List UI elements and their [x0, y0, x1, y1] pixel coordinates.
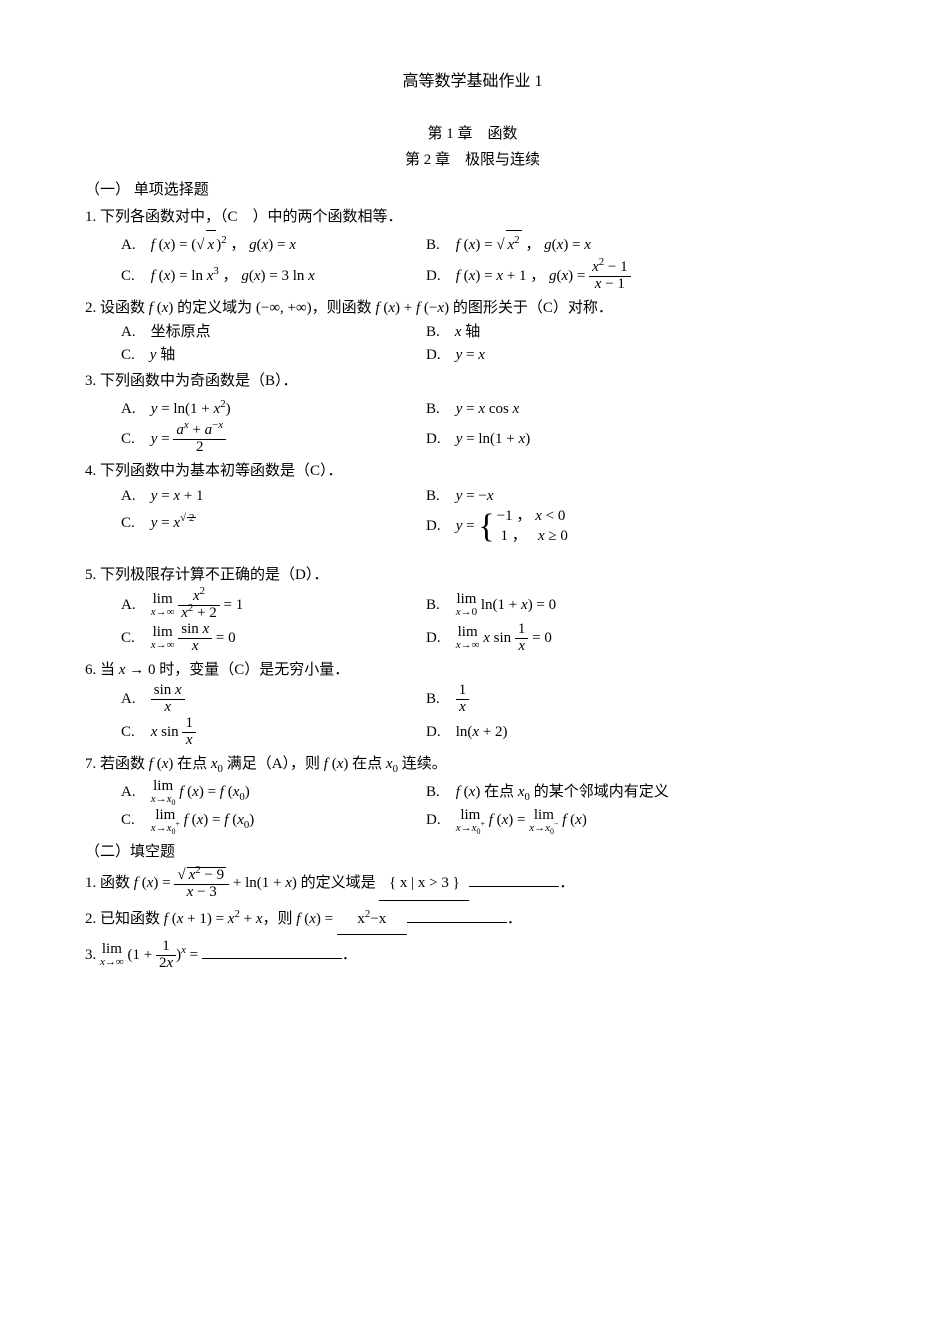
q6-pre: 6. 当	[85, 662, 119, 678]
f2-blank2	[407, 922, 507, 923]
doc-title: 高等数学基础作业 1	[85, 70, 860, 94]
q3-a: A.	[121, 395, 147, 424]
q7-c: C.	[121, 806, 147, 835]
q7-a: A.	[121, 778, 147, 807]
q2-pre: 2. 设函数	[85, 300, 149, 316]
f3-answer	[202, 958, 342, 959]
q4-c: C.	[121, 507, 147, 540]
q6-post: 时，变量（C）是无穷小量．	[155, 662, 349, 678]
q6-d: D.	[426, 716, 452, 749]
f3-pre: 3.	[85, 947, 100, 963]
q1-opt-d-math: f (x) = x + 1 ， g(x) = x2 − 1x − 1	[456, 268, 631, 284]
q7-options: A. limx→x0 f (x) = f (x0) B. f (x) 在点 x0…	[121, 778, 860, 835]
q4-b: B.	[426, 485, 452, 508]
q4-a: A.	[121, 485, 147, 508]
q1-opt-b-math: f (x) = √x2 ， g(x) = x	[456, 237, 591, 253]
q3-b: B.	[426, 395, 452, 424]
q2-opt-c: C.	[121, 347, 150, 363]
q7-end: 连续。	[398, 756, 447, 772]
q4-d: D.	[426, 510, 452, 543]
q2-opt-d: D.	[426, 347, 456, 363]
q7-mid: 在点	[173, 756, 211, 772]
q3-d: D.	[426, 423, 452, 456]
q6-a: A.	[121, 683, 147, 716]
q2-options: A. 坐标原点 B. x 轴 C. y 轴 D. y = x	[121, 321, 860, 366]
q6-c: C.	[121, 716, 147, 749]
q5-a: A.	[121, 589, 147, 622]
q5-options: A. limx→∞ x2x2 + 2 = 1 B. limx→0 ln(1 + …	[121, 589, 860, 655]
section-b-header: （二）填空题	[85, 841, 860, 864]
q1-opt-d-label: D.	[426, 260, 452, 293]
q6-options: A. sin xx B. 1x C. x sin 1x D. ln(x + 2)	[121, 683, 860, 749]
f1-pre: 1. 函数	[85, 875, 134, 891]
q7-btxt: 在点	[480, 784, 518, 800]
q5-b: B.	[426, 589, 452, 622]
fill-3: 3. limx→∞ (1 + 12x)x = ．	[85, 939, 860, 972]
q6-b: B.	[426, 683, 452, 716]
q3-stem: 3. 下列函数中为奇函数是（B）．	[85, 370, 860, 393]
q7-d: D.	[426, 806, 452, 835]
q7-stem: 7. 若函数 f (x) 在点 x0 满足（A），则 f (x) 在点 x0 连…	[85, 753, 860, 776]
q2-mid: 的定义域为	[173, 300, 256, 316]
chapter-1: 第 1 章 函数	[85, 122, 860, 148]
q7-btxt2: 的某个邻域内有定义	[530, 784, 669, 800]
q1-opt-c-math: f (x) = ln x3 ， g(x) = 3 ln x	[151, 268, 315, 284]
q2-stem: 2. 设函数 f (x) 的定义域为 (−∞, +∞)，则函数 f (x) + …	[85, 297, 860, 320]
fill-1: 1. 函数 f (x) = √x2 − 9x − 3 + ln(1 + x) 的…	[85, 867, 860, 901]
q7-b: B.	[426, 778, 452, 807]
q3-options: A. y = ln(1 + x2) B. y = x cos x C. y = …	[121, 395, 860, 457]
f2-pre: 2. 已知函数	[85, 911, 164, 927]
q1-stem: 1. 下列各函数对中，（C ）中的两个函数相等．	[85, 206, 860, 229]
fill-2: 2. 已知函数 f (x + 1) = x2 + x，则 f (x) = x2−…	[85, 905, 860, 935]
chapter-2: 第 2 章 极限与连续	[85, 148, 860, 174]
q2-post: ，则函数	[312, 300, 376, 316]
q1-opt-a-math: f (x) = (√x)2 ， g(x) = x	[151, 237, 296, 253]
q5-c: C.	[121, 622, 147, 655]
q1-options: A. f (x) = (√x)2 ， g(x) = x B. f (x) = √…	[121, 230, 860, 293]
f2-answer: x2−x	[337, 905, 407, 935]
q1-opt-b-label: B.	[426, 231, 452, 260]
q3-c: C.	[121, 423, 147, 456]
q1-opt-c-label: C.	[121, 260, 147, 293]
q5-stem: 5. 下列极限存计算不正确的是（D）．	[85, 564, 860, 587]
q7-mid2: 满足（A），则	[223, 756, 324, 772]
q4-stem: 4. 下列函数中为基本初等函数是（C）．	[85, 460, 860, 483]
q2-opt-b: B.	[426, 324, 455, 340]
section-a-header: （一） 单项选择题	[85, 179, 860, 202]
q7-mid3: 在点	[348, 756, 386, 772]
q2-end: 的图形关于（C）对称．	[449, 300, 613, 316]
q2-opt-a: A. 坐标原点	[121, 321, 426, 344]
f2-mid: ，则	[263, 911, 297, 927]
q6-stem: 6. 当 x → 0 时，变量（C）是无穷小量．	[85, 659, 860, 682]
f1-answer: { x | x > 3 }	[379, 867, 469, 901]
q4-options: A. y = x + 1 B. y = −x C. y = x√2 D. y =…	[121, 485, 860, 547]
f1-blank2	[469, 886, 559, 887]
q5-d: D.	[426, 622, 452, 655]
q7-pre: 7. 若函数	[85, 756, 149, 772]
f1-post: 的定义域是	[297, 875, 376, 891]
q1-opt-a-label: A.	[121, 231, 147, 260]
